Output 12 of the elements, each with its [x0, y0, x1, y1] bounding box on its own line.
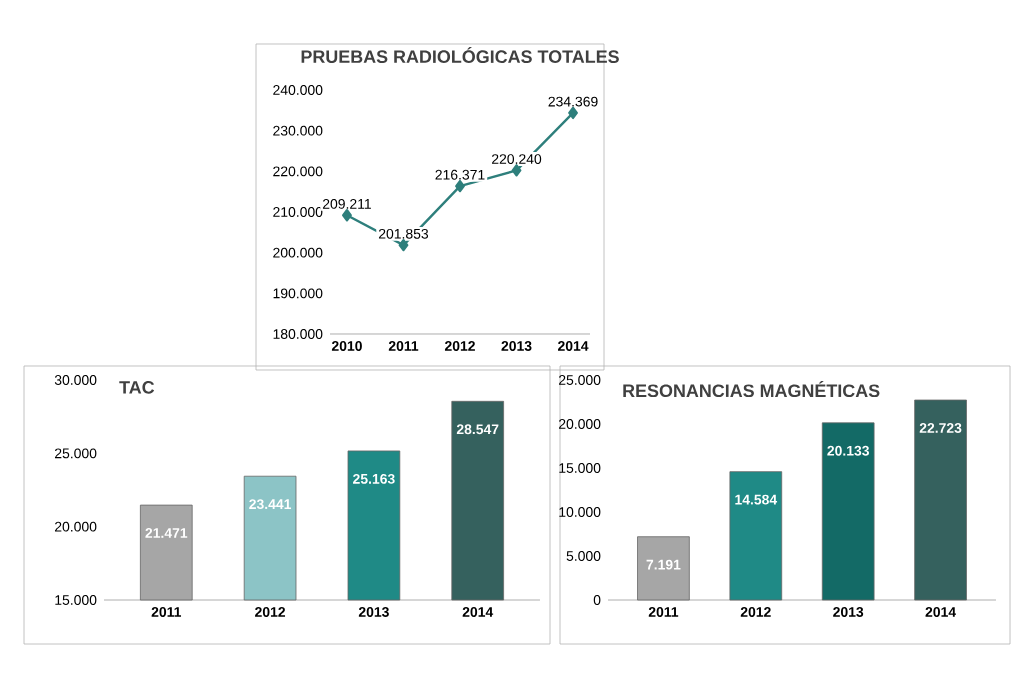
point [455, 179, 465, 193]
point [511, 164, 522, 177]
bar [821, 422, 875, 601]
bar [729, 471, 783, 601]
chart-title: PRUEBAS RADIOLÓGICAS TOTALES [301, 46, 619, 64]
chart-title: TAC [119, 381, 155, 394]
chart-title: RESONANCIAS MAGNÉTICAS [623, 381, 880, 398]
bar [914, 399, 967, 601]
point [398, 238, 409, 252]
point [342, 209, 352, 222]
point [568, 106, 578, 120]
bar [637, 536, 690, 601]
